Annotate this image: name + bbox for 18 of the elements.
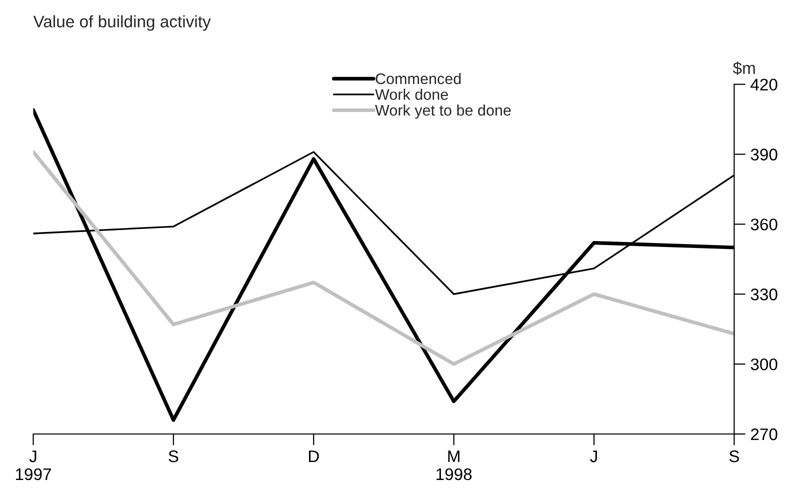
- y-tick-label: 330: [750, 288, 778, 300]
- legend-label: Work done: [375, 88, 448, 100]
- y-tick-label: 390: [750, 148, 778, 160]
- y-tick-label: 360: [750, 218, 778, 230]
- x-tick-label: J: [590, 450, 597, 462]
- legend-label: Commenced: [376, 72, 461, 84]
- x-tick-label: J 1997: [16, 450, 51, 480]
- y-tick-label: 300: [750, 358, 778, 370]
- x-tick-label: S: [729, 450, 739, 462]
- y-axis-title: $m: [732, 62, 755, 76]
- x-tick-label: D: [308, 450, 319, 462]
- x-tick-label: S: [168, 450, 178, 462]
- line-series: [33, 150, 734, 366]
- legend-label: Work yet to be done: [375, 104, 511, 119]
- x-tick-label: M 1998: [436, 450, 472, 480]
- y-tick-label: 420: [750, 78, 778, 91]
- chart-title: Value of building activity: [33, 15, 211, 31]
- y-tick-label: 270: [750, 428, 778, 440]
